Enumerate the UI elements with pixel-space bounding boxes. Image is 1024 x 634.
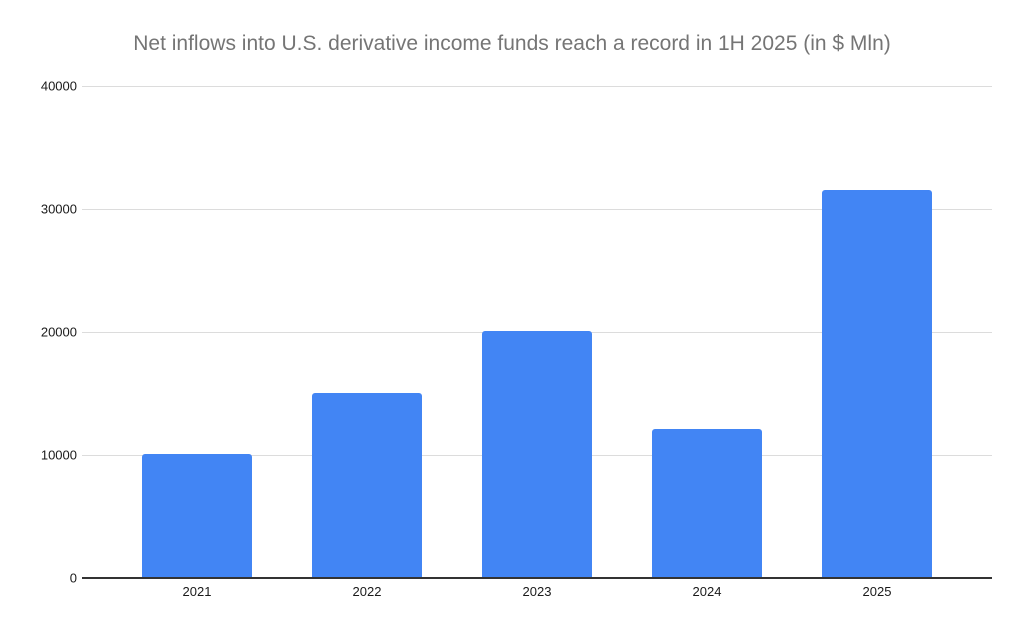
gridline xyxy=(82,86,992,87)
x-axis-tick-label: 2025 xyxy=(862,584,892,599)
bar-2025 xyxy=(822,189,932,577)
x-axis-line xyxy=(82,577,992,579)
x-axis-tick-label: 2024 xyxy=(692,584,722,599)
plot-area xyxy=(82,86,992,579)
x-axis-tick-label: 2022 xyxy=(352,584,382,599)
y-axis-tick-label: 10000 xyxy=(40,447,77,463)
bar-2021 xyxy=(142,454,252,577)
bar-2023 xyxy=(482,331,592,577)
y-axis-tick-label: 30000 xyxy=(40,201,77,217)
y-axis-tick-label: 40000 xyxy=(40,78,77,94)
y-axis-tick-label: 0 xyxy=(69,570,77,586)
y-axis-tick-label: 20000 xyxy=(40,324,77,340)
bar-2024 xyxy=(652,429,762,577)
gridline xyxy=(82,209,992,210)
chart-title: Net inflows into U.S. derivative income … xyxy=(133,32,891,55)
x-axis-tick-label: 2023 xyxy=(522,584,552,599)
x-axis-tick-label: 2021 xyxy=(182,584,212,599)
bar-2022 xyxy=(312,392,422,577)
